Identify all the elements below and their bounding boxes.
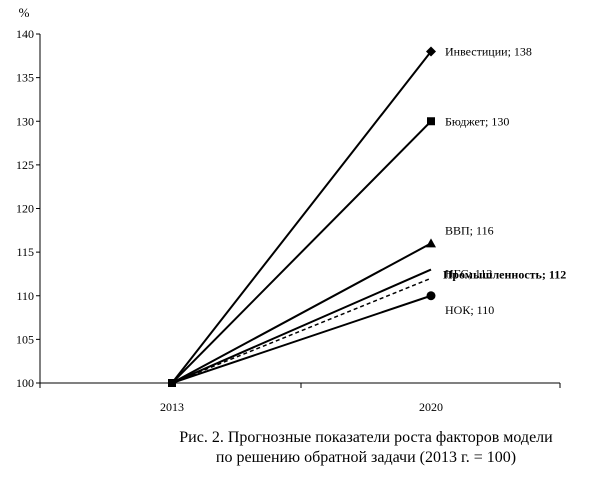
y-axis: 100 105 110 115 120 125 130 135 140 %	[16, 5, 41, 390]
caption-line-1: Рис. 2. Прогнозные показатели роста факт…	[179, 429, 553, 446]
series-layer: Инвестиции; 138 Бюджет; 130 ВВП; 116 НГС; 1…	[168, 44, 566, 387]
x-axis: 2013 2020	[39, 382, 561, 414]
y-tick-label: 110	[16, 289, 34, 303]
point-marker	[168, 379, 176, 387]
data-label: ВВП; 116	[445, 223, 494, 237]
data-label: НОК; 110	[445, 303, 494, 317]
data-label: Инвестиции; 138	[445, 44, 532, 58]
series-НОК: НОК; 110	[168, 291, 494, 387]
x-ticks: 2013 2020	[39, 383, 561, 414]
series-line	[171, 120, 432, 384]
point-marker	[426, 46, 436, 57]
x-tick-label: 2013	[160, 400, 184, 414]
y-tick-label: 105	[16, 332, 34, 346]
series-line	[171, 268, 432, 384]
y-axis-title: %	[19, 5, 30, 20]
line-chart: 100 105 110 115 120 125 130 135 140 % 2013 2020 И…	[16, 5, 566, 414]
y-ticks: 100 105 110 115 120 125 130 135 140	[16, 27, 40, 390]
y-tick-label: 125	[16, 158, 34, 172]
point-marker	[426, 238, 436, 248]
series-line	[171, 50, 432, 384]
series-Инвестиции: Инвестиции; 138	[168, 44, 532, 387]
y-tick-label: 130	[16, 114, 34, 128]
series-line	[171, 277, 432, 384]
point-marker	[426, 291, 436, 301]
point-marker	[427, 117, 435, 126]
y-tick-label: 140	[16, 27, 34, 41]
series-line	[171, 294, 432, 384]
data-label: Промышленность; 112	[443, 267, 566, 281]
y-tick-label: 135	[16, 71, 34, 85]
y-tick-label: 100	[16, 376, 34, 390]
data-label: НГС; 113	[445, 267, 492, 281]
caption-line-2: по решению обратной задачи (2013 г. = 10…	[215, 449, 517, 466]
y-tick-label: 115	[16, 245, 34, 259]
x-tick-label: 2020	[419, 400, 443, 414]
data-label: Бюджет; 130	[445, 114, 509, 128]
figure-caption: Рис. 2. Прогнозные показатели роста факт…	[150, 428, 582, 468]
series-line	[171, 242, 432, 384]
y-tick-label: 120	[16, 202, 34, 216]
series-Бюджет: Бюджет; 130	[168, 114, 509, 387]
